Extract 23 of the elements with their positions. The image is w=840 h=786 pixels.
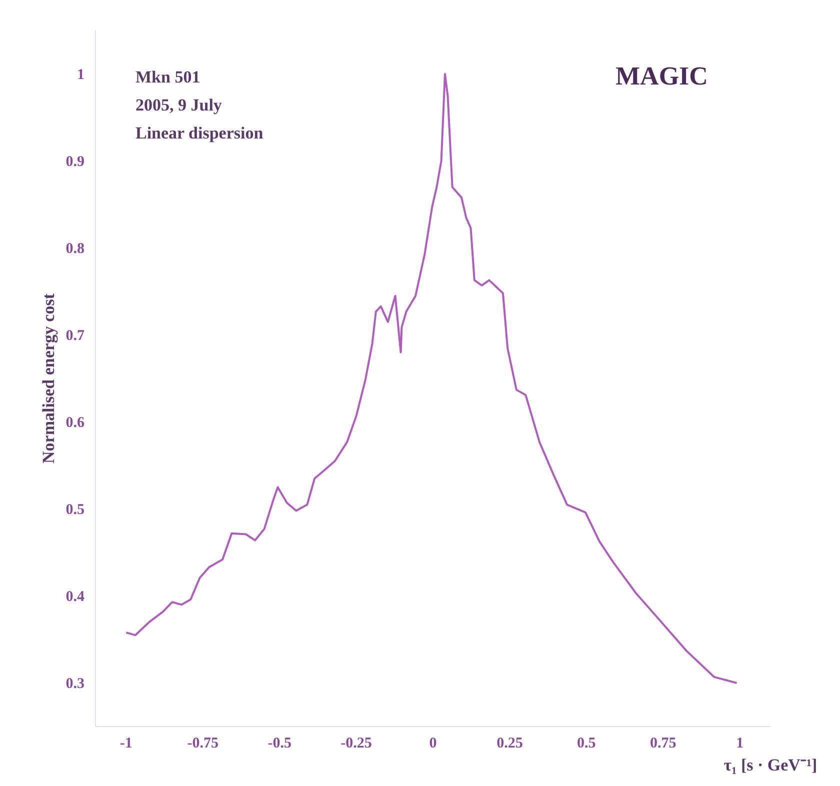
y-tick-label: 0.5 [66,502,84,518]
y-tick-label: 0.4 [66,589,85,605]
y-axis-title: Normalised energy cost [38,293,58,464]
annotation: 2005, 9 July [136,96,222,114]
y-tick-label: 0.6 [66,415,85,431]
y-tick-label: 0.9 [66,154,84,170]
y-tick-label: 0.3 [66,676,84,692]
x-tick-label: 0.5 [577,736,596,752]
x-axis-title: τ₁ [s · GeV⁻¹] [724,756,818,774]
x-tick-label: 0.75 [650,736,676,752]
y-tick-label: 1 [77,67,84,83]
annotation: Mkn 501 [136,68,200,86]
x-tick-label: -0.5 [268,736,292,752]
y-tick-label: 0.8 [66,241,84,257]
x-tick-label: 0.25 [496,736,523,752]
annotation: MAGIC [616,62,708,90]
y-tick-label: 0.7 [66,328,85,344]
x-tick-label: -0.25 [340,736,372,752]
x-tick-label: 1 [736,736,744,752]
x-tick-label: -0.75 [187,736,219,752]
x-tick-label: 0 [429,736,437,752]
x-tick-label: -1 [120,736,132,752]
annotation: Linear dispersion [136,124,264,142]
